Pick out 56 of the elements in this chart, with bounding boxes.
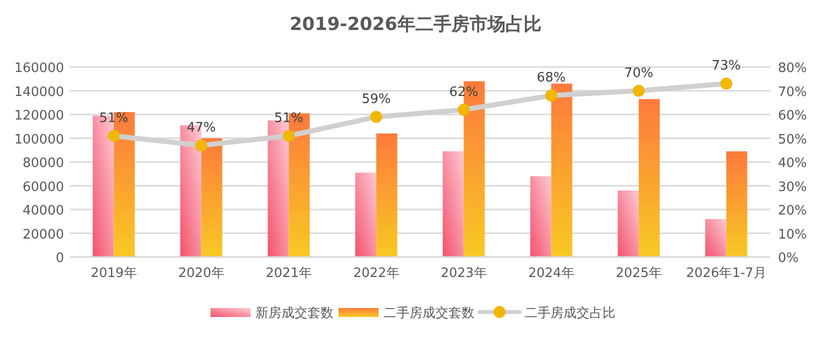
point	[545, 90, 558, 102]
y-tick-label: 160000	[14, 61, 64, 76]
bar	[551, 84, 572, 257]
data-label: 70%	[624, 66, 654, 81]
y2-tick-label: 70%	[778, 84, 807, 100]
bar	[726, 151, 748, 257]
x-tick-label: 2019年	[90, 266, 137, 281]
bar	[705, 219, 726, 257]
data-label: 68%	[536, 70, 566, 86]
y2-tick-label: 30%	[778, 180, 807, 195]
data-label: 59%	[362, 92, 391, 107]
point	[108, 130, 120, 142]
x-tick-label: 2025年	[616, 266, 662, 281]
legend-label: 二手房成交占比	[524, 305, 616, 321]
y2-tick-label: 0%	[778, 251, 799, 266]
x-tick-label: 2023年	[440, 266, 487, 281]
y2-tick-label: 50%	[778, 132, 807, 148]
data-label: 73%	[712, 58, 741, 74]
y2-tick-label: 40%	[778, 156, 807, 171]
y-tick-label: 20000	[22, 227, 64, 242]
point	[632, 84, 645, 97]
bar	[638, 99, 660, 257]
y-tick-label: 0	[56, 251, 64, 266]
point	[370, 110, 382, 123]
data-label: 51%	[99, 110, 128, 126]
data-label: 47%	[186, 120, 216, 136]
point	[458, 104, 470, 116]
y-tick-label: 120000	[14, 108, 64, 124]
legend-label: 新房成交套数	[256, 305, 334, 321]
y-tick-label: 60000	[22, 180, 64, 195]
x-tick-label: 2024年	[528, 266, 574, 281]
bar	[618, 190, 639, 257]
y2-tick-label: 10%	[778, 227, 807, 242]
legend-label: 二手房成交套数	[384, 305, 474, 321]
point	[720, 78, 732, 90]
bar	[376, 134, 398, 257]
y-tick-label: 100000	[14, 132, 64, 148]
bar	[530, 176, 552, 257]
bar	[355, 172, 376, 257]
chart-title: 2019-2026年二手房市场占比	[290, 14, 542, 35]
data-label: 51%	[274, 110, 304, 126]
bar	[201, 138, 222, 257]
y-tick-label: 80000	[22, 156, 64, 171]
point	[282, 130, 295, 142]
y2-tick-label: 60%	[778, 108, 807, 124]
y-tick-label: 40000	[22, 204, 64, 218]
x-tick-label: 2026年1-7月	[686, 266, 766, 281]
bar	[442, 151, 464, 257]
x-tick-label: 2020年	[178, 266, 224, 281]
x-tick-label: 2021年	[266, 266, 312, 281]
y2-tick-label: 80%	[778, 61, 807, 76]
point	[195, 139, 208, 152]
y-tick-label: 140000	[14, 84, 64, 100]
y2-tick-label: 20%	[778, 204, 807, 218]
x-tick-label: 2022年	[353, 266, 400, 281]
data-label: 62%	[449, 84, 478, 100]
